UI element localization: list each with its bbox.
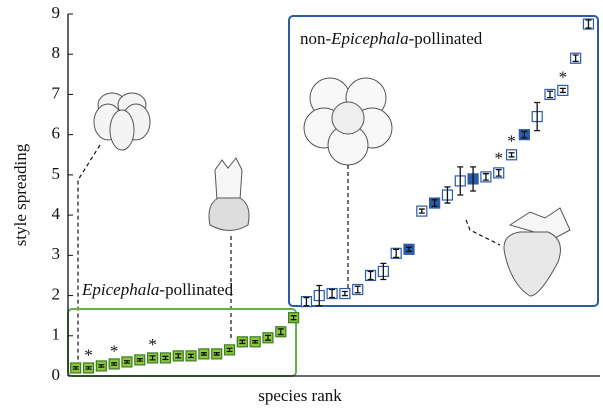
flower-illustration bbox=[304, 78, 392, 165]
legend-text: non- bbox=[300, 29, 332, 48]
point-label: * bbox=[84, 346, 93, 365]
y-tick-label: 0 bbox=[52, 365, 61, 384]
y-tick-label: 2 bbox=[52, 284, 61, 303]
flower-illustration bbox=[94, 93, 150, 150]
point-label: * bbox=[494, 149, 503, 168]
x-axis-label: species rank bbox=[258, 386, 342, 405]
y-axis-label: style spreading bbox=[11, 143, 30, 246]
point-label: * bbox=[110, 342, 119, 361]
group-label: Epicephala-pollinated bbox=[81, 280, 234, 299]
y-tick-label: 4 bbox=[52, 204, 61, 223]
y-tick-label: 9 bbox=[52, 3, 61, 22]
point-label: * bbox=[148, 335, 157, 354]
group-label: non-Epicephala-pollinated bbox=[300, 29, 483, 48]
legend-text: Epicephala bbox=[330, 29, 408, 48]
y-tick-label: 8 bbox=[52, 43, 61, 62]
y-tick-label: 7 bbox=[52, 83, 61, 102]
legend-text: Epicephala bbox=[81, 280, 159, 299]
y-tick-label: 3 bbox=[52, 244, 61, 263]
y-tick-label: 5 bbox=[52, 164, 61, 183]
y-tick-label: 6 bbox=[52, 124, 61, 143]
flower-illustration bbox=[209, 158, 249, 231]
y-tick-label: 1 bbox=[52, 325, 61, 344]
chart: species rank style spreading Epicephala-… bbox=[0, 0, 603, 409]
point-label: * bbox=[507, 132, 516, 151]
point-label: * bbox=[559, 67, 568, 86]
flower-illustration bbox=[504, 208, 570, 296]
legend-text: -pollinated bbox=[409, 29, 483, 48]
legend-text: -pollinated bbox=[159, 280, 233, 299]
